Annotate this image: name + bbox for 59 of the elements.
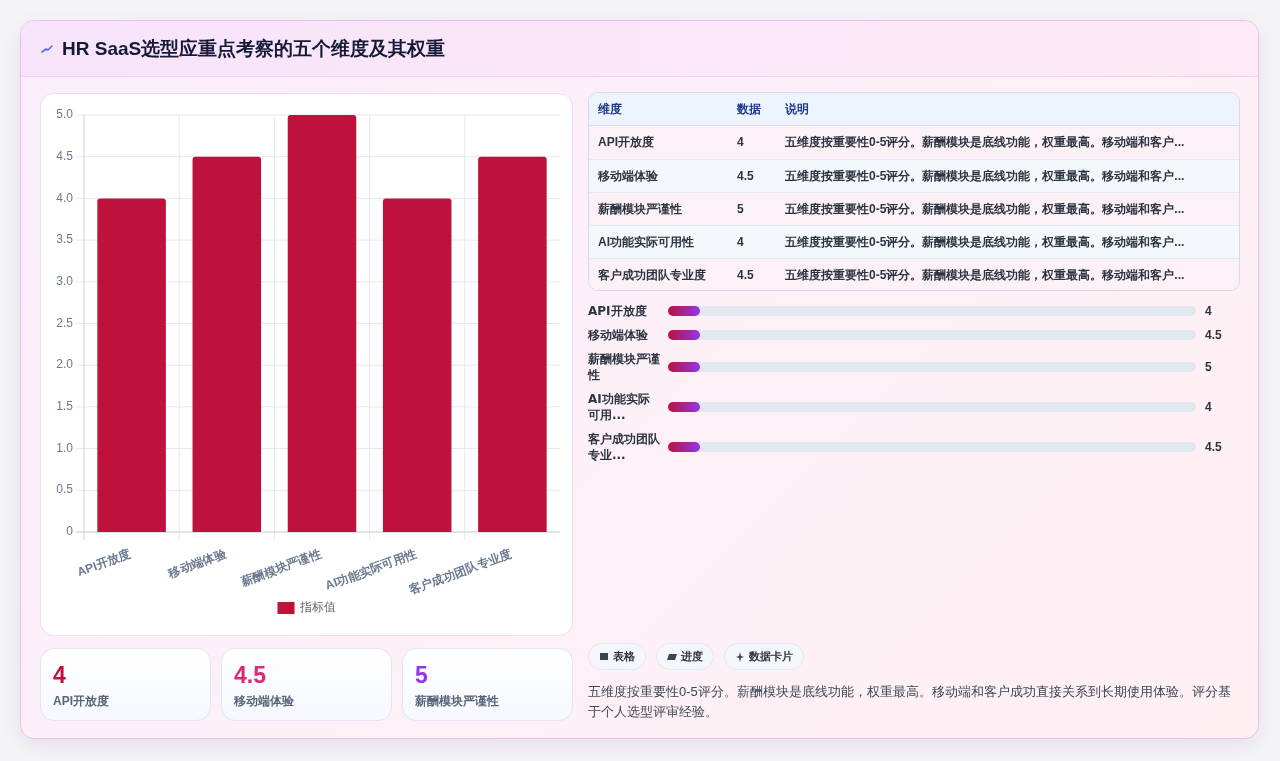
data-label: 4 [737,134,744,151]
text: 五维度按重要性0-5评分。薪酬模块是底线功能，权重最高。移动端和客户... [785,267,1185,284]
bar [382,198,452,532]
category-label: 移动端体验 [588,327,649,343]
y-tick-label: 4.0 [56,190,74,205]
data-label: 5 [737,201,744,218]
category-label: 移动端体验 [598,168,658,185]
data-label: 4.5 [1205,328,1222,342]
category-label: API开放度 [588,303,648,319]
data-label: 4.5 [737,267,754,284]
bar [287,115,357,532]
category-label: 薪酬模块严谨性 [598,201,682,218]
y-tick-label: 3.0 [56,273,74,288]
chart-title: HR SaaS选型应重点考察的五个维度及其权重 [62,37,446,61]
text: 五维度按重要性0-5评分。薪酬模块是底线功能，权重最高。移动端和客户成功直接关系到长期使用体验。评分基于个人选型评审经验。 [588,683,1232,721]
text: 五维度按重要性0-5评分。薪酬模块是底线功能，权重最高。移动端和客户... [785,201,1185,218]
y-tick-label: 4.5 [56,148,74,163]
y-tick-label: 2.0 [56,357,74,372]
category-label: AI功能实际可用... [588,391,651,423]
bar [192,156,262,532]
y-tick-label: 1.5 [56,399,74,414]
data-label: 5 [1205,360,1212,374]
category-label: 薪酬模块严谨性 [588,351,660,383]
x-tick-label: 薪酬模块严谨性 [238,546,324,589]
y-tick-label: 2.5 [56,315,74,330]
text: 表格 [613,649,635,664]
y-tick-label: 1.0 [56,440,74,455]
text: 维度 [598,101,622,118]
category-label: API开放度 [598,134,655,151]
data-label: 4 [53,662,66,688]
text: 五维度按重要性0-5评分。薪酬模块是底线功能，权重最高。移动端和客户... [785,168,1185,185]
y-tick-label: 5.0 [56,107,74,122]
x-tick-label: API开放度 [75,546,133,579]
bar [97,198,166,532]
category-label: 客户成功团队专业... [588,431,660,463]
text: 进度 [681,649,703,664]
category-label: API开放度 [53,693,110,709]
data-label: 4 [1205,304,1212,318]
data-label: 4.5 [1205,440,1222,454]
y-tick-label: 3.5 [56,232,74,247]
y-tick-label: 0 [66,524,74,539]
category-label: 客户成功团队专业度 [598,267,706,284]
data-label: 4.5 [234,662,266,688]
text: 五维度按重要性0-5评分。薪酬模块是底线功能，权重最高。移动端和客户... [785,234,1185,251]
legend-label: 指标值 [298,600,336,615]
data-label: 4.5 [737,168,754,185]
text: 五维度按重要性0-5评分。薪酬模块是底线功能，权重最高。移动端和客户... [785,134,1185,151]
category-label: 薪酬模块严谨性 [415,693,499,709]
data-label: 4 [737,234,744,251]
text: 说明 [785,101,809,118]
x-tick-label: 移动端体验 [165,546,229,581]
data-label: 5 [415,662,428,688]
bar [478,156,547,532]
text: 数据 [737,101,761,118]
category-label: AI功能实际可用性 [598,234,694,251]
category-label: 移动端体验 [234,693,294,709]
data-label: 4 [1205,400,1212,414]
y-tick-label: 0.5 [56,482,74,497]
text: 数据卡片 [749,649,793,664]
